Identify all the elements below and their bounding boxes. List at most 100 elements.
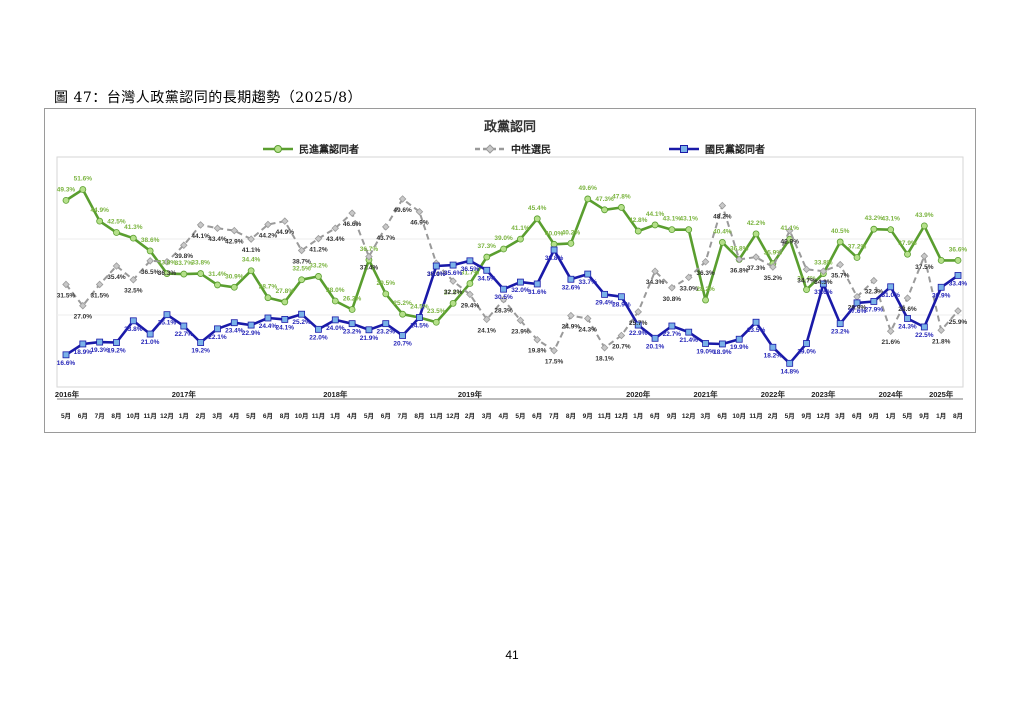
party-identification-chart: 政黨認同 民進黨認同者 中性選民 國民黨認同者 49.3% 51.6% 44.9% 42.… — [55, 119, 968, 420]
data-point — [701, 258, 710, 266]
data-point — [819, 267, 828, 275]
year-label: 2023年 — [811, 389, 836, 399]
data-point — [163, 270, 171, 277]
data-point — [954, 307, 962, 315]
data-point — [146, 247, 154, 255]
data-label: 41.1% — [242, 247, 261, 254]
data-label: 19.2% — [191, 348, 210, 355]
data-point — [668, 226, 676, 234]
month-tick-label: 7月 — [549, 412, 559, 420]
month-tick-label: 10月 — [732, 412, 746, 420]
data-point — [281, 298, 289, 306]
data-point — [853, 254, 861, 261]
data-label: 37.2% — [848, 244, 867, 251]
data-label: 48.2% — [713, 214, 732, 221]
month-tick-label: 8月 — [280, 412, 290, 420]
data-point — [62, 280, 70, 289]
data-label: 31.6% — [528, 289, 547, 296]
data-label: 36.7% — [360, 246, 379, 253]
data-label: 33.2% — [309, 262, 328, 269]
data-label: 24.1% — [276, 324, 295, 331]
month-tick-label: 8月 — [111, 412, 121, 420]
data-point — [617, 204, 625, 211]
data-label: 22.1% — [208, 334, 227, 341]
data-point — [298, 310, 306, 318]
month-tick-label: 1月 — [936, 412, 946, 420]
data-label: 14.8% — [780, 368, 799, 375]
data-label: 25.1% — [158, 320, 177, 327]
data-label: 23.5% — [747, 327, 766, 334]
data-point — [146, 257, 154, 265]
data-label: 33.8% — [814, 260, 833, 267]
data-point — [886, 327, 895, 335]
data-point — [112, 262, 121, 270]
data-point — [517, 278, 524, 286]
month-tick-label: 8月 — [566, 412, 576, 420]
data-point — [634, 308, 642, 316]
data-point — [230, 283, 238, 291]
data-point — [500, 285, 507, 293]
data-point — [735, 255, 743, 264]
data-label: 21.8% — [932, 338, 951, 345]
data-point — [617, 293, 625, 301]
data-label: 27.5% — [444, 289, 463, 296]
series-line-1 — [65, 188, 958, 324]
data-label: 24.4% — [259, 323, 278, 330]
data-label: 34.3% — [814, 279, 833, 286]
data-label: 21.4% — [679, 337, 698, 344]
data-label: 16.6% — [57, 360, 76, 367]
data-point — [315, 273, 322, 280]
data-point — [651, 267, 659, 275]
data-label: 33.8% — [191, 260, 210, 267]
month-tick-label: 5月 — [246, 412, 256, 420]
data-point — [870, 298, 878, 305]
data-label: 24.5% — [410, 323, 429, 330]
data-label: 38.7% — [292, 258, 311, 265]
data-label: 44.9% — [276, 229, 295, 236]
data-label: 35.9% — [764, 250, 783, 257]
data-label: 43.1% — [663, 216, 682, 223]
data-label: 19.3% — [90, 347, 109, 354]
data-label: 36.8% — [730, 267, 749, 274]
month-tick-label: 12月 — [682, 412, 696, 420]
legend-marker — [680, 145, 688, 153]
data-label: 23.2% — [377, 329, 396, 336]
data-point — [180, 322, 188, 330]
data-label: 21.6% — [881, 339, 900, 346]
data-label: 39.0% — [494, 235, 513, 242]
data-label: 19.8% — [528, 348, 547, 355]
data-point — [752, 318, 760, 326]
month-tick-label: 9月 — [583, 412, 593, 420]
data-label: 23.8% — [124, 326, 143, 333]
data-labels: 49.3%51.6%44.9%42.5%41.3%38.6%33.8%33.7%… — [57, 176, 968, 376]
data-label: 34.5% — [478, 275, 497, 282]
year-label: 2017年 — [172, 389, 197, 399]
data-point — [836, 320, 844, 328]
data-point — [314, 234, 323, 243]
data-label: 39.8% — [175, 253, 194, 260]
month-tick-label: 10月 — [126, 412, 140, 420]
data-point — [264, 220, 272, 229]
data-label: 35.6% — [444, 270, 463, 277]
data-label: 23.2% — [831, 329, 850, 336]
data-label: 43.9% — [915, 212, 934, 219]
data-label: 27.6% — [848, 308, 867, 315]
data-point — [584, 270, 592, 278]
month-tick-label: 3月 — [700, 412, 710, 420]
data-label: 25.7% — [629, 320, 648, 327]
data-point — [870, 276, 878, 285]
data-label: 37.9% — [898, 240, 917, 247]
data-point — [398, 195, 407, 203]
data-point — [348, 306, 356, 313]
data-point — [213, 224, 222, 233]
data-label: 40.0% — [545, 230, 564, 237]
x-axis: 2016年 2017年 2018年 2019年 2020年 2021年 2022年 2023年… — [55, 389, 963, 420]
data-label: 25.2% — [393, 300, 412, 307]
data-point — [583, 314, 592, 323]
data-label: 43.2% — [865, 215, 884, 222]
data-label: 32.3% — [865, 289, 884, 296]
data-label: 27.0% — [74, 314, 93, 321]
data-point — [365, 326, 373, 334]
data-label: 24.0% — [326, 325, 345, 332]
data-point — [651, 334, 659, 342]
